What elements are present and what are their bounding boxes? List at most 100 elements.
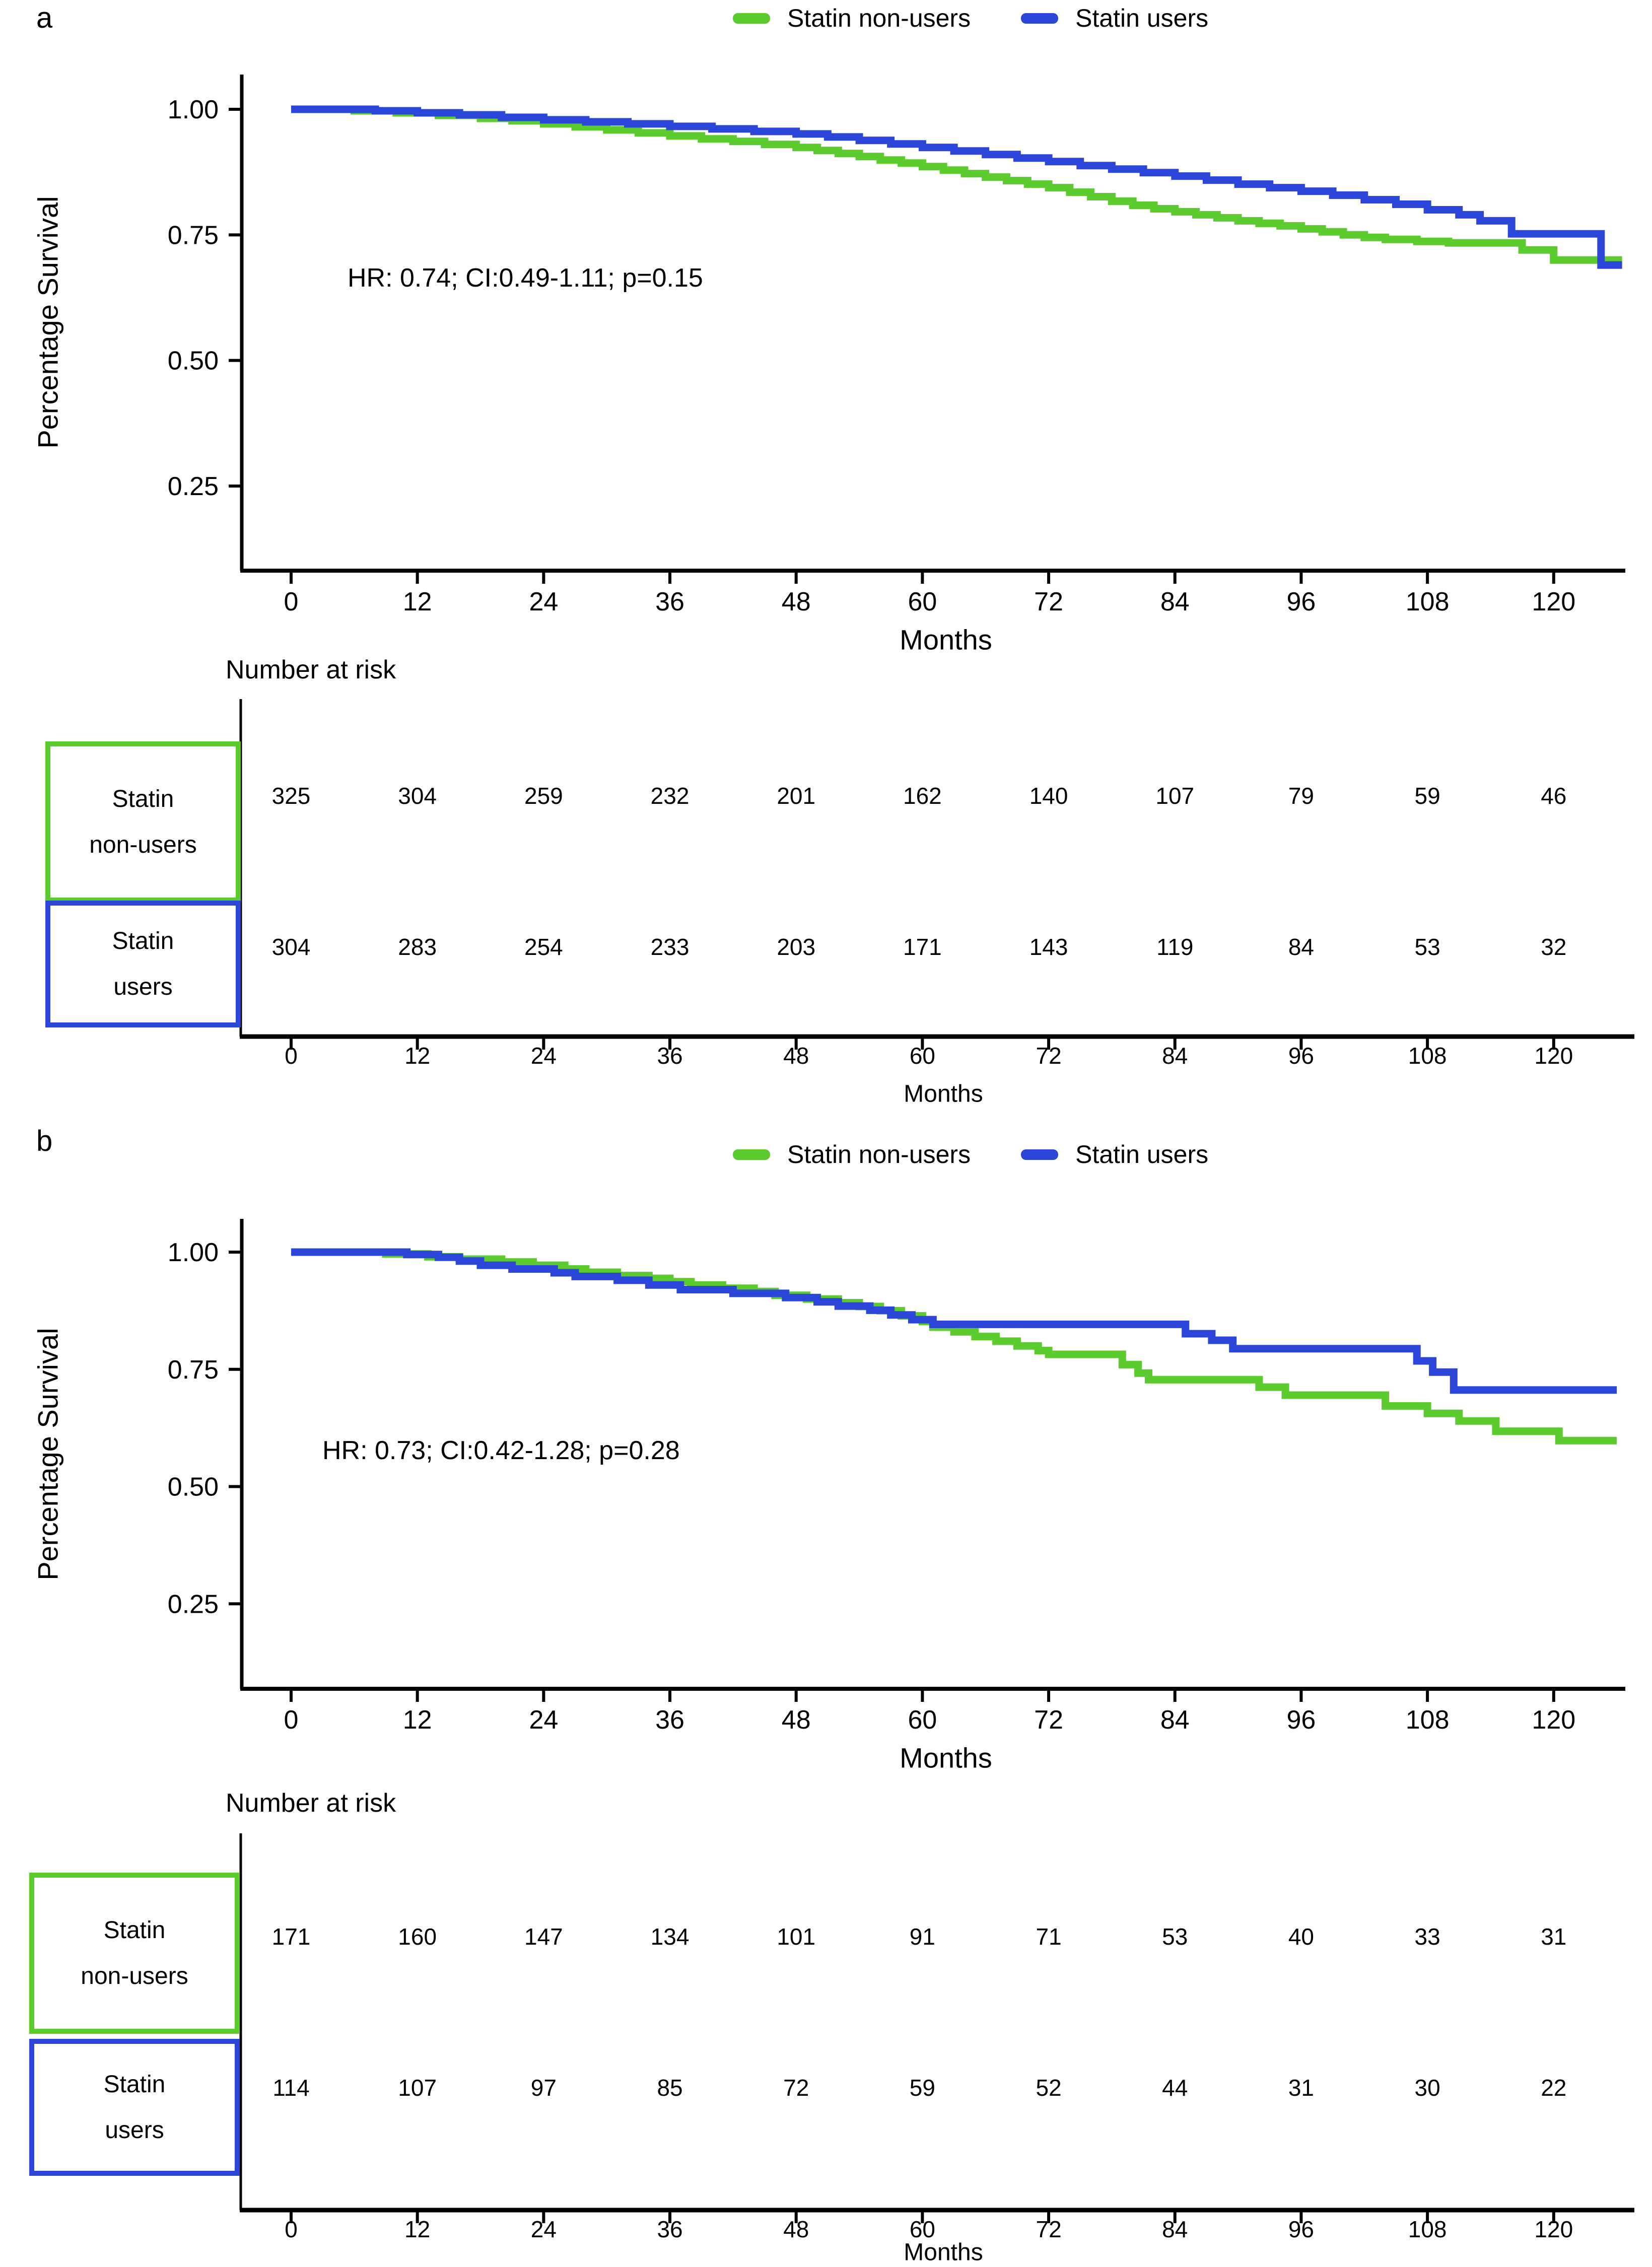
- x-tick-label: 24: [529, 1705, 558, 1735]
- risk-count: 46: [1541, 783, 1567, 809]
- risk-count: 44: [1162, 2075, 1188, 2101]
- risk-x-tick-label: 24: [531, 1043, 557, 1069]
- panel-a-letter: a: [36, 2, 53, 34]
- risk-count: 40: [1288, 1923, 1315, 1950]
- risk-count: 91: [909, 1923, 935, 1950]
- risk-count: 201: [777, 783, 816, 809]
- legend-swatch-blue-icon: [1021, 13, 1059, 24]
- risk-count: 52: [1036, 2075, 1062, 2101]
- legend-label-statin-non-users: Statin non-users: [787, 1140, 971, 1169]
- risk-count: 325: [271, 783, 311, 809]
- risk-x-tick-label: 48: [783, 2216, 809, 2242]
- risk-count: 171: [903, 934, 942, 960]
- risk-x-tick-label: 0: [285, 2216, 298, 2242]
- panel-b-risk-label-statin-non-users: Statin non-users: [29, 1873, 240, 2034]
- legend-item-statin-users: Statin users: [1021, 4, 1208, 33]
- legend-item-statin-non-users: Statin non-users: [733, 4, 971, 33]
- risk-count: 30: [1414, 2075, 1440, 2101]
- panel-a-risk-table-x-axis-title: Months: [904, 1080, 983, 1108]
- survival-curve-statin-users-b: [291, 1248, 1617, 1394]
- y-tick-label: 0.75: [168, 1355, 219, 1385]
- risk-label-line: users: [105, 2117, 164, 2144]
- risk-count: 114: [272, 2075, 310, 2101]
- x-tick-label: 120: [1532, 1705, 1575, 1735]
- legend-item-statin-non-users: Statin non-users: [733, 1140, 971, 1169]
- y-tick-label: 0.25: [168, 472, 219, 501]
- risk-x-tick-label: 0: [285, 1043, 298, 1069]
- panel-b-legend: Statin non-users Statin users: [733, 1136, 1208, 1173]
- legend-swatch-green-icon: [733, 13, 770, 24]
- x-tick-label: 108: [1406, 587, 1450, 616]
- survival-curve-statin-users-a: [291, 105, 1622, 269]
- legend-label-statin-users: Statin users: [1075, 1140, 1209, 1169]
- risk-x-tick-label: 96: [1288, 1043, 1314, 1069]
- risk-x-tick-label: 24: [531, 2216, 557, 2242]
- x-tick-label: 84: [1160, 1705, 1190, 1735]
- risk-x-tick-label: 120: [1534, 2216, 1573, 2242]
- risk-count: 53: [1414, 934, 1440, 960]
- risk-count: 254: [524, 934, 563, 960]
- risk-count: 72: [783, 2075, 809, 2101]
- x-tick-label: 96: [1287, 1705, 1316, 1735]
- y-tick-label: 0.75: [168, 221, 219, 250]
- y-tick-label: 1.00: [168, 1238, 219, 1267]
- risk-count: 233: [650, 934, 690, 960]
- legend-swatch-green-icon: [733, 1149, 770, 1160]
- y-tick-label: 0.50: [168, 1473, 219, 1502]
- panel-a-y-axis-title: Percentage Survival: [32, 196, 64, 449]
- panel-b-y-axis-title: Percentage Survival: [32, 1328, 64, 1581]
- x-tick-label: 36: [655, 587, 684, 616]
- risk-x-tick-label: 48: [783, 1043, 809, 1069]
- legend-swatch-blue-icon: [1021, 1149, 1059, 1160]
- risk-count: 283: [398, 934, 437, 960]
- risk-count: 162: [903, 783, 942, 809]
- risk-count: 232: [650, 783, 690, 809]
- x-tick-label: 0: [284, 1705, 299, 1735]
- risk-label-line: Statin: [112, 927, 174, 954]
- x-tick-label: 12: [403, 587, 432, 616]
- risk-count: 171: [271, 1923, 311, 1950]
- risk-count: 143: [1029, 934, 1068, 960]
- x-tick-label: 72: [1034, 1705, 1063, 1735]
- risk-label-line: non-users: [81, 1963, 188, 1989]
- panel-a-risk-label-statin-non-users: Statin non-users: [45, 741, 241, 903]
- risk-count: 107: [398, 2075, 437, 2101]
- panel-a-hazard-ratio-annotation: HR: 0.74; CI:0.49-1.11; p=0.15: [348, 263, 703, 293]
- risk-x-tick-label: 36: [657, 2216, 682, 2242]
- panel-a-risk-label-statin-users: Statin users: [45, 901, 241, 1027]
- x-tick-label: 120: [1532, 587, 1575, 616]
- risk-count: 31: [1541, 1923, 1567, 1950]
- x-tick-label: 48: [782, 587, 811, 616]
- panel-b-letter: b: [36, 1125, 53, 1157]
- x-tick-label: 60: [908, 587, 937, 616]
- risk-x-tick-label: 84: [1162, 1043, 1188, 1069]
- risk-x-tick-label: 12: [404, 1043, 430, 1069]
- risk-count: 31: [1288, 2075, 1315, 2101]
- risk-label-line: users: [113, 974, 173, 1000]
- risk-count: 32: [1541, 934, 1567, 960]
- x-tick-label: 0: [284, 587, 299, 616]
- risk-count: 119: [1156, 934, 1194, 960]
- risk-count: 160: [398, 1923, 437, 1950]
- x-tick-label: 12: [403, 1705, 432, 1735]
- risk-x-tick-label: 72: [1036, 2216, 1061, 2242]
- risk-count: 71: [1036, 1923, 1062, 1950]
- risk-count: 107: [1155, 783, 1195, 809]
- risk-count: 97: [530, 2075, 557, 2101]
- x-tick-label: 108: [1406, 1705, 1450, 1735]
- risk-count: 59: [909, 2075, 935, 2101]
- x-tick-label: 36: [655, 1705, 684, 1735]
- risk-x-tick-label: 36: [657, 1043, 682, 1069]
- panel-a-number-at-risk-title: Number at risk: [226, 655, 396, 684]
- risk-count: 22: [1541, 2075, 1567, 2101]
- risk-count: 84: [1288, 934, 1315, 960]
- panel-a-legend: Statin non-users Statin users: [733, 0, 1208, 36]
- y-tick-label: 1.00: [168, 95, 219, 124]
- x-tick-label: 24: [529, 587, 558, 616]
- risk-x-tick-label: 108: [1408, 1043, 1447, 1069]
- risk-x-tick-label: 84: [1162, 2216, 1188, 2242]
- risk-count: 85: [657, 2075, 683, 2101]
- y-tick-label: 0.25: [168, 1590, 219, 1619]
